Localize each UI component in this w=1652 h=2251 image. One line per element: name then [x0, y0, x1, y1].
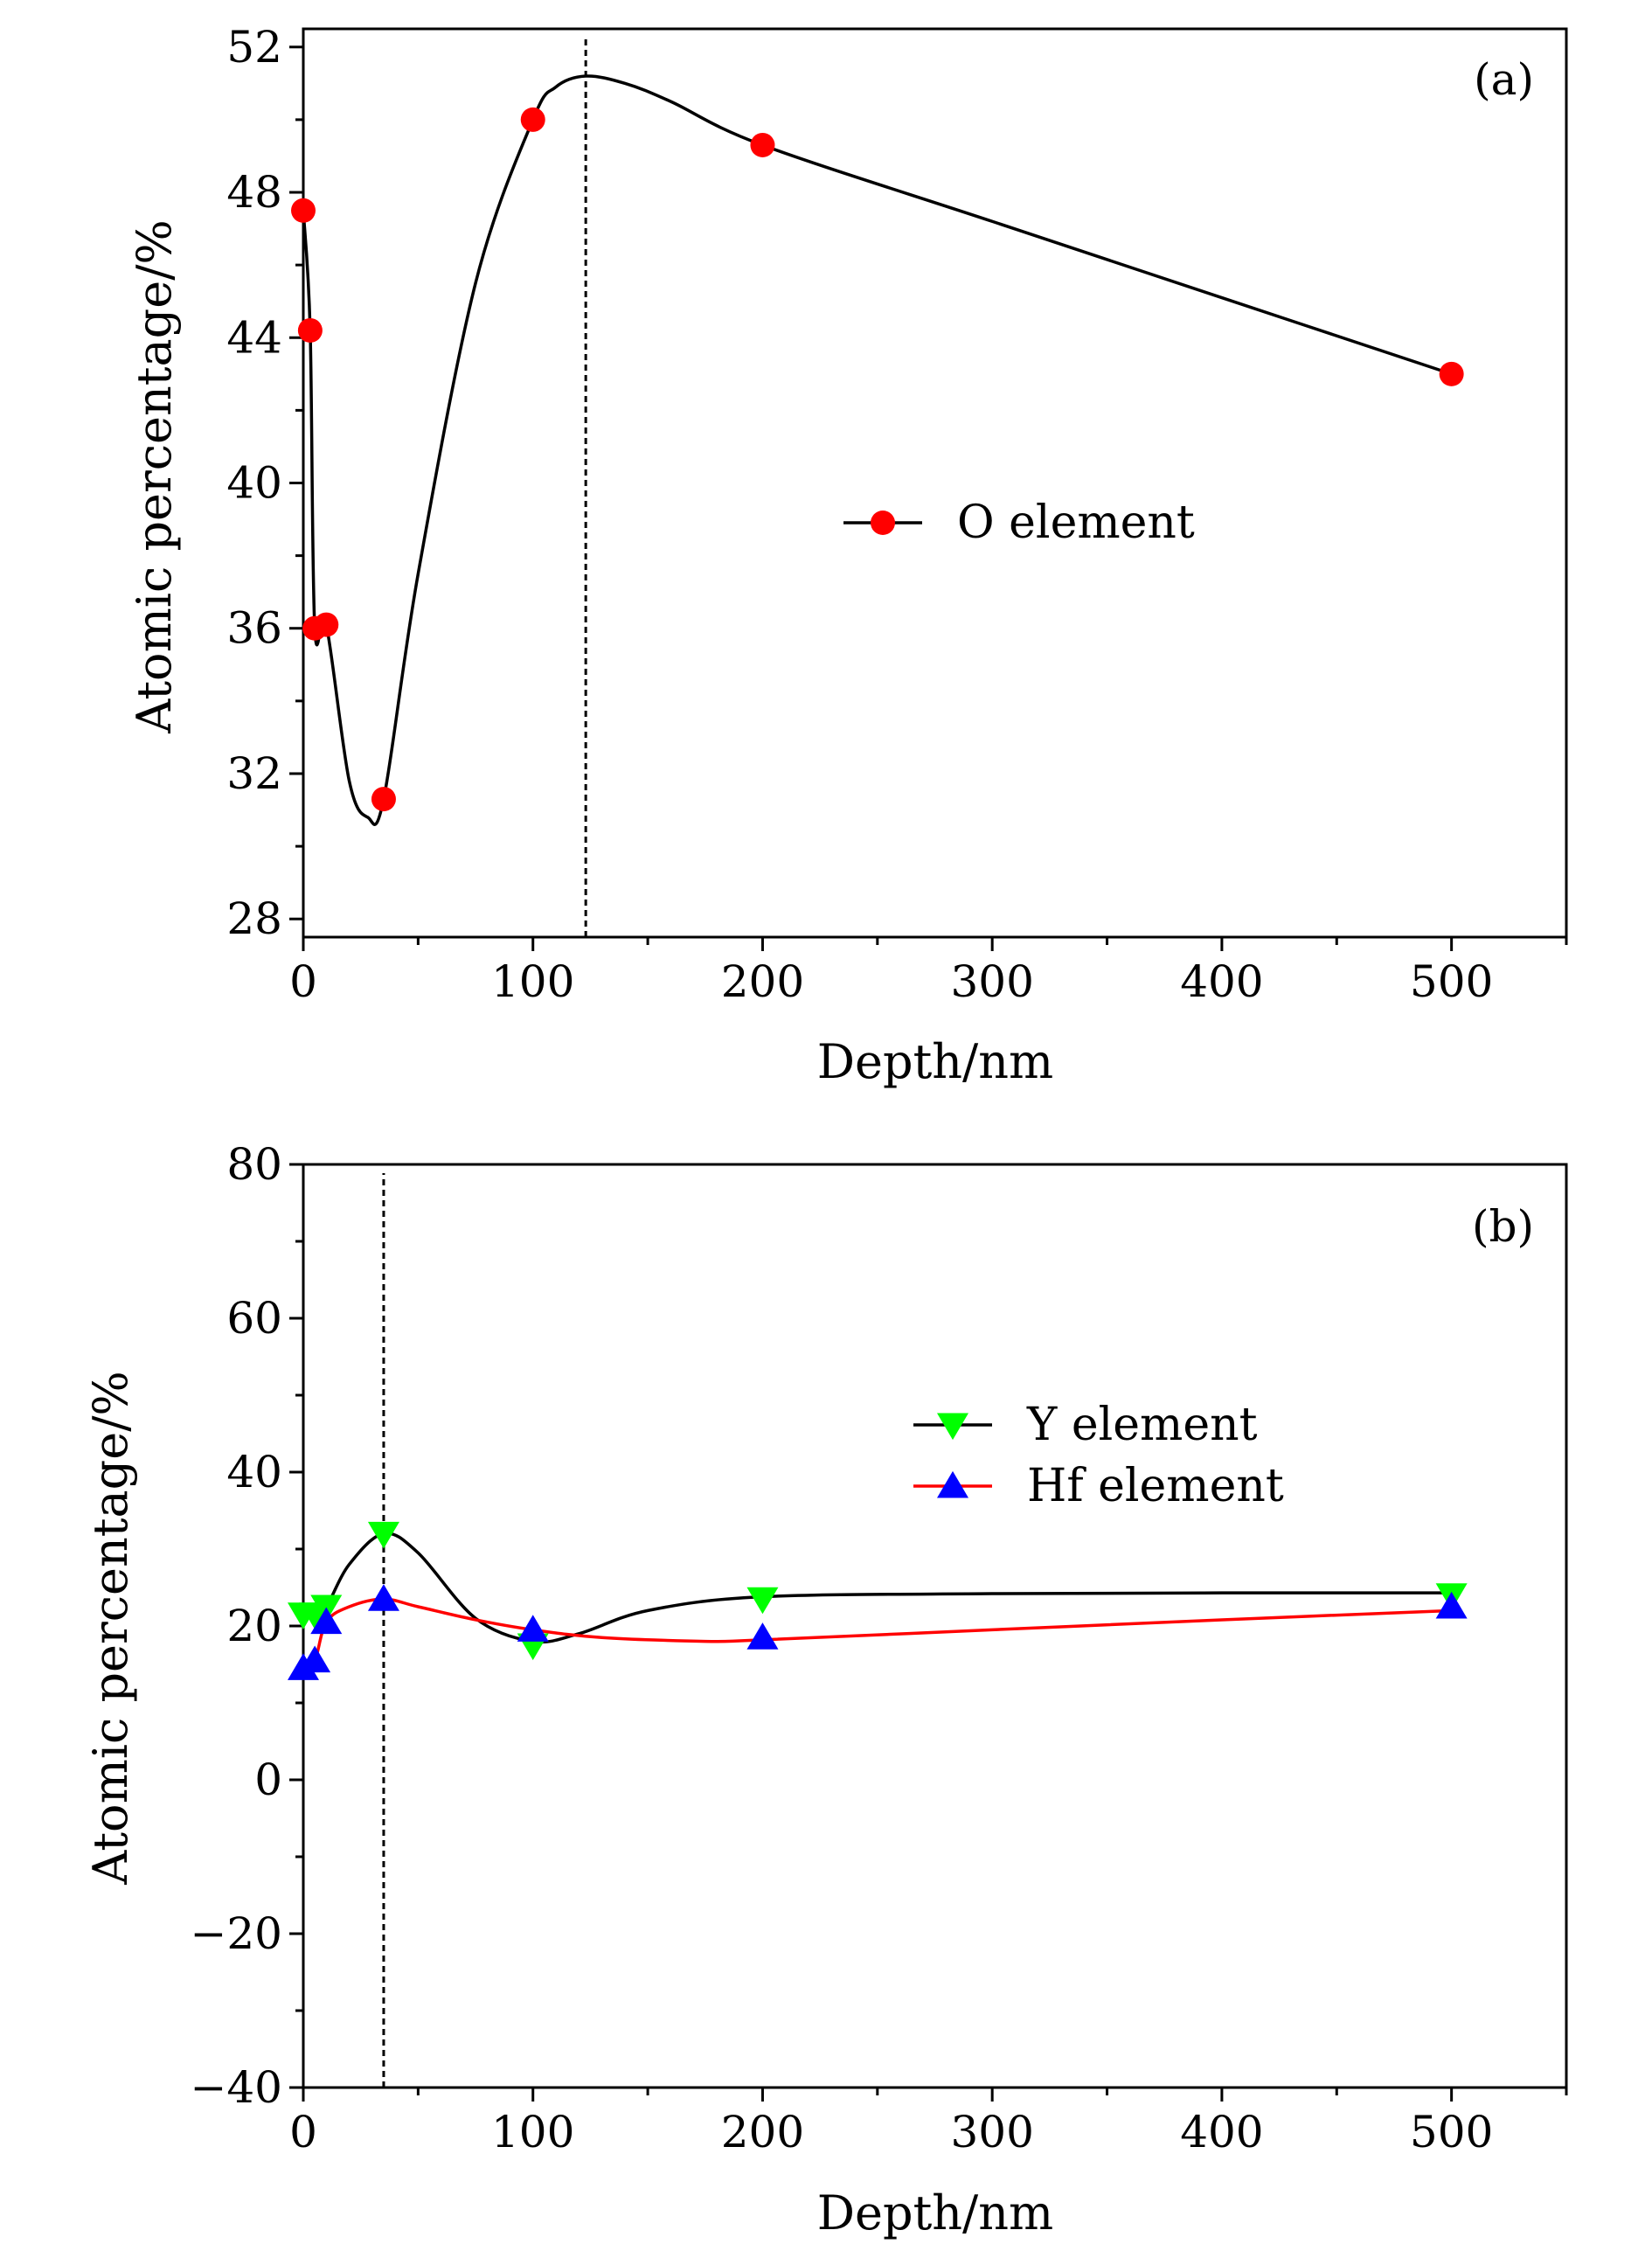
legend-label: O element — [957, 497, 1195, 549]
data-point-s1-6 — [746, 1587, 779, 1615]
x-tick-label: 400 — [1180, 2107, 1263, 2157]
legend-marker — [937, 1413, 968, 1441]
data-point-s2-5 — [517, 1615, 549, 1642]
x-tick-label: 500 — [1410, 956, 1493, 1007]
y-tick-label: 20 — [226, 1601, 282, 1651]
data-point-s2-6 — [746, 1622, 779, 1650]
data-point-s1-5 — [371, 787, 396, 812]
y-tick-label: −40 — [190, 2062, 282, 2113]
data-point-s1-7 — [750, 132, 775, 157]
x-tick-label: 0 — [289, 2107, 317, 2157]
data-point-s2-7 — [1435, 1591, 1468, 1619]
legend-marker — [937, 1470, 968, 1498]
series-line-2 — [302, 1597, 1452, 1671]
y-tick-label: 32 — [226, 748, 282, 799]
legend-label: Hf element — [1027, 1460, 1284, 1512]
x-tick-label: 100 — [491, 2107, 574, 2157]
y-axis-title: Atomic percentage/% — [83, 1371, 138, 1885]
data-point-s1-4 — [367, 1521, 399, 1549]
data-point-s1-4 — [314, 612, 339, 637]
y-tick-label: −20 — [190, 1908, 282, 1959]
y-axis-title: Atomic percentage/% — [127, 219, 182, 733]
data-point-s1-6 — [520, 107, 545, 132]
x-tick-label: 400 — [1180, 956, 1263, 1007]
x-axis-title: Depth/nm — [817, 1034, 1053, 1089]
x-axis-title: Depth/nm — [817, 2185, 1053, 2241]
y-tick-label: 48 — [226, 167, 282, 218]
y-tick-label: 44 — [226, 312, 282, 363]
y-tick-label: 28 — [226, 893, 282, 944]
y-tick-label: 60 — [226, 1293, 282, 1344]
data-point-s2-2 — [299, 1645, 331, 1673]
x-tick-label: 0 — [289, 956, 317, 1007]
x-tick-label: 300 — [950, 2107, 1033, 2157]
data-point-s2-3 — [310, 1607, 343, 1635]
data-point-s1-1 — [291, 198, 316, 223]
y-tick-label: 80 — [226, 1139, 282, 1190]
y-tick-label: 52 — [226, 22, 282, 73]
y-tick-label: 0 — [254, 1754, 282, 1805]
x-tick-label: 200 — [721, 2107, 804, 2157]
y-tick-label: 36 — [226, 603, 282, 654]
x-tick-label: 200 — [721, 956, 804, 1007]
series-line-1 — [302, 1532, 1452, 1644]
x-tick-label: 100 — [491, 956, 574, 1007]
panel-label: (a) — [1474, 54, 1534, 105]
panel-label: (b) — [1472, 1201, 1534, 1252]
legend-marker — [871, 511, 895, 535]
panel-b: 0 100 200 300 400 500 −40 −20 0 20 40 60 80 Depth/nm A… — [83, 1139, 1568, 2241]
legend-label: Y element — [1026, 1399, 1258, 1451]
x-tick-label: 500 — [1410, 2107, 1493, 2157]
data-point-s1-2 — [297, 317, 323, 343]
panel-a: 0 100 200 300 400 500 28 32 36 40 44 48 52 Depth/nm At… — [127, 22, 1568, 1089]
y-tick-label: 40 — [226, 458, 282, 509]
data-point-s1-8 — [1439, 361, 1464, 386]
data-point-s2-4 — [367, 1584, 399, 1611]
y-tick-label: 40 — [226, 1447, 282, 1497]
x-tick-label: 300 — [950, 956, 1033, 1007]
